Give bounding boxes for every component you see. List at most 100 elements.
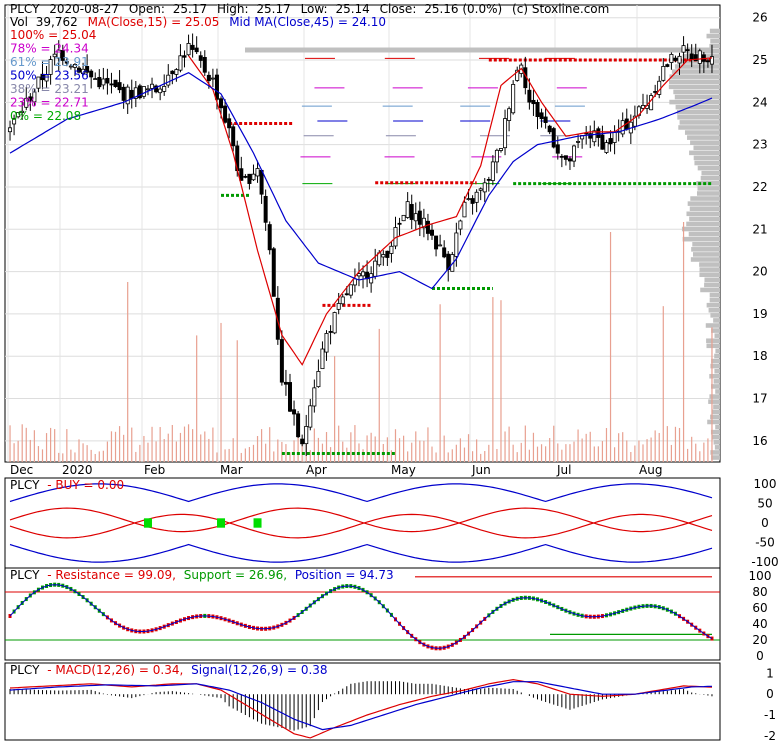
resistance-support-panel: 100 80 60 40 20 0 PLCY - Resistance = 99.09, … (4, 567, 772, 663)
candle-body (202, 57, 207, 73)
rs-panel-symbol: PLCY (10, 568, 40, 582)
volume-bar (528, 449, 530, 462)
volume-bar (439, 304, 441, 462)
buy-signal-marker (143, 518, 152, 528)
volume-bar (577, 429, 579, 462)
x-tick-label: Jul (556, 463, 571, 477)
profile-bar (709, 373, 720, 379)
volume-bar (492, 297, 494, 462)
macd-panel-title: PLCY - MACD(12,26) = 0.34, Signal(12,26,… (10, 663, 328, 677)
volume-bar (171, 424, 173, 462)
candle-body (316, 371, 321, 388)
candle-body (535, 101, 540, 118)
profile-bar (675, 104, 720, 110)
volume-bar (488, 444, 490, 462)
volume-bar (707, 438, 709, 462)
volume-bar (114, 431, 117, 462)
candle-body (640, 105, 645, 109)
profile-bar (713, 439, 720, 445)
buy-panel-label: - BUY = 0.00 (47, 478, 124, 492)
volume-bar (496, 448, 498, 462)
candle-body (283, 381, 288, 385)
profile-bar (715, 348, 720, 354)
profile-bar (699, 262, 720, 267)
ma45-line (9, 72, 713, 290)
candle-body (632, 115, 637, 127)
buy-panel-symbol: PLCY (10, 478, 40, 492)
candle-body (438, 244, 443, 247)
profile-bar (715, 424, 720, 430)
candle-body (117, 82, 122, 91)
profile-bar (711, 384, 720, 389)
candle-body (190, 44, 195, 50)
candle-body (16, 112, 21, 118)
candle-body (275, 297, 280, 340)
candle-body (421, 217, 426, 229)
volume-bar (256, 436, 259, 462)
volume-bar (187, 424, 190, 462)
rs-y-axis: 100 80 60 40 20 0 (749, 569, 772, 663)
volume-bar (204, 431, 206, 462)
candle-body (324, 333, 329, 353)
candle-body (401, 214, 406, 222)
header-low-label: Low: (301, 2, 328, 16)
candle-body (186, 43, 191, 56)
volume-bar (289, 452, 291, 462)
profile-bar (674, 64, 720, 69)
profile-bar (687, 201, 720, 206)
buy-y-axis: 100 50 0 -50 -100 (751, 477, 778, 569)
rs-resistance-label: - Resistance = 99.09, (47, 568, 176, 582)
profile-bar (701, 170, 720, 176)
candle-body (336, 303, 341, 310)
candle-body (413, 213, 418, 222)
candle-body (596, 128, 601, 138)
macd-panel-frame (4, 662, 721, 741)
buy-y-tick-label: 50 (757, 496, 772, 510)
profile-bar (707, 419, 720, 425)
volume-bar (455, 444, 457, 462)
profile-bar (715, 389, 720, 394)
candle-body (665, 64, 670, 67)
buy-y-tick-label: 0 (761, 516, 769, 530)
profile-bar (694, 160, 720, 166)
buy-osc-1 (9, 507, 713, 533)
candle-body (231, 126, 236, 147)
volume-bar (297, 426, 299, 462)
volume-bar (678, 427, 681, 462)
volume-bar (196, 335, 198, 462)
price-volume-profile (245, 28, 720, 460)
macd-panel: 1 0 -1 -2 PLCY - MACD(12,26) = 0.34, Signal… (4, 662, 776, 743)
profile-bar (709, 28, 720, 34)
candle-body (182, 55, 187, 58)
candle-body (417, 210, 422, 225)
candle-body (503, 118, 508, 149)
candle-body (576, 141, 581, 143)
candle-body (48, 59, 53, 75)
profile-bar (710, 38, 720, 44)
volume-bar (605, 428, 608, 462)
candle-body (60, 50, 65, 61)
candle-body (320, 348, 325, 370)
volume-bar (549, 438, 551, 462)
volume-bar (443, 435, 445, 462)
candle-body (697, 50, 702, 64)
volume-bar (561, 449, 563, 462)
header-symbol: PLCY (10, 2, 40, 16)
volume-bar (58, 452, 60, 462)
volume-bar (228, 448, 230, 462)
volume-bar (33, 430, 35, 462)
volume-bar (516, 452, 518, 462)
fib-legend-item: 61% = 23.91 (10, 55, 89, 69)
profile-bar (690, 257, 720, 262)
candle-body (210, 77, 215, 80)
candle-body (689, 53, 694, 60)
profile-bar (710, 414, 720, 420)
volume-bar (666, 426, 668, 462)
candle-body (279, 339, 284, 383)
volume-bar (691, 436, 693, 462)
rs-y-tick-label: 0 (756, 649, 764, 663)
buy-oscillator-lines (9, 483, 713, 563)
profile-bar (706, 338, 720, 344)
candle-body (304, 426, 309, 445)
candle-body (458, 220, 463, 230)
